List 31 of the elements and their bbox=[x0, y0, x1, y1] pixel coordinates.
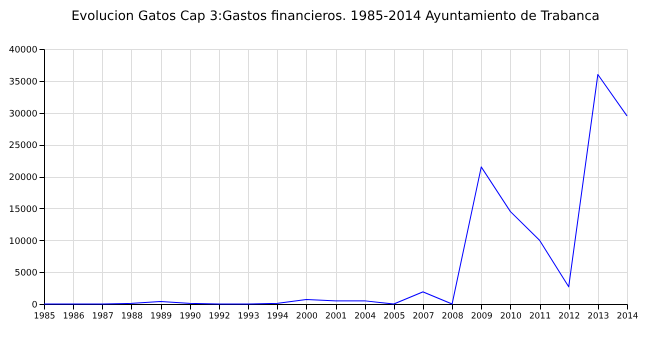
x-tick-label: 1989 bbox=[150, 312, 172, 322]
x-tick-label: 1985 bbox=[34, 312, 56, 322]
x-tick-label: 2001 bbox=[325, 312, 347, 322]
y-tick-label: 10000 bbox=[8, 236, 38, 247]
x-tick-label: 2013 bbox=[588, 312, 610, 322]
y-tick-label: 25000 bbox=[8, 141, 38, 152]
x-tick-label: 1994 bbox=[266, 312, 289, 322]
x-tick-label: 1986 bbox=[62, 312, 84, 322]
y-tick-label: 0 bbox=[32, 300, 38, 310]
x-tick-label: 1990 bbox=[179, 312, 202, 322]
x-tick-label: 2010 bbox=[500, 312, 522, 322]
x-tick-label: 2011 bbox=[529, 312, 551, 322]
y-tick-label: 20000 bbox=[8, 173, 38, 183]
y-tick-label: 35000 bbox=[8, 77, 38, 88]
y-tick-label: 30000 bbox=[8, 109, 38, 120]
x-tick-label: 2009 bbox=[470, 312, 493, 322]
x-tick-label: 2007 bbox=[412, 312, 434, 322]
x-tick-label: 1992 bbox=[208, 312, 230, 322]
x-tick-label: 1988 bbox=[121, 312, 143, 322]
x-tick-label: 2012 bbox=[558, 312, 580, 322]
x-tick-label: 2004 bbox=[354, 312, 376, 322]
y-tick-label: 15000 bbox=[8, 204, 38, 215]
x-tick-label: 1987 bbox=[92, 312, 114, 322]
x-tick-label: 1993 bbox=[238, 312, 260, 322]
x-tick-label: 2005 bbox=[383, 312, 406, 322]
x-tick-label: 2000 bbox=[296, 312, 318, 322]
y-tick-label: 5000 bbox=[14, 268, 38, 279]
y-tick-label: 40000 bbox=[8, 46, 38, 56]
x-tick-label: 2014 bbox=[616, 312, 638, 322]
x-tick-label: 2008 bbox=[442, 312, 464, 322]
chart-title: Evolucion Gatos Cap 3:Gastos financieros. 1985-2014 Ayuntamiento de Trabanca bbox=[71, 9, 600, 24]
